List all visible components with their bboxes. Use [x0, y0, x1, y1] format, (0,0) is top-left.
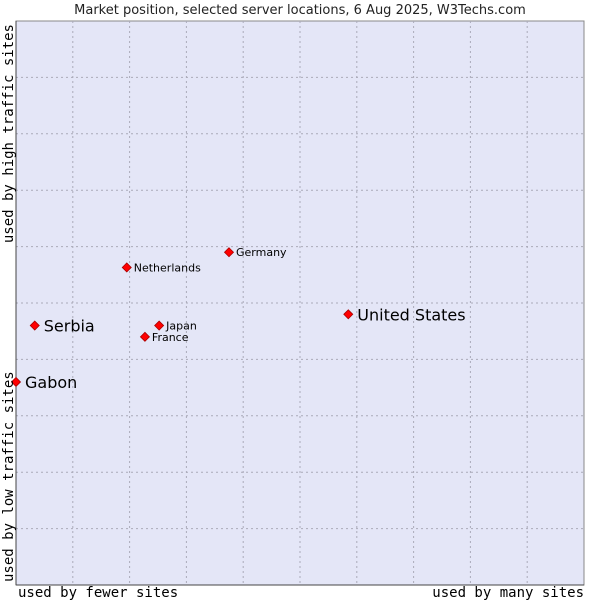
point-label-serbia: Serbia: [44, 317, 95, 336]
point-gabon: Gabon: [10, 373, 77, 392]
point-label-netherlands: Netherlands: [134, 261, 201, 274]
chart-title: Market position, selected server locatio…: [74, 3, 526, 18]
point-marker-japan: [154, 320, 165, 331]
point-label-france: France: [152, 331, 189, 344]
y-axis-label-low: used by low traffic sites: [1, 371, 17, 582]
point-netherlands: Netherlands: [121, 261, 201, 274]
grid-lines: [16, 21, 584, 585]
point-marker-france: [139, 331, 151, 342]
x-axis-label-low: used by fewer sites: [18, 585, 178, 600]
point-germany: Germany: [223, 246, 287, 259]
point-united-states: United States: [343, 305, 466, 324]
point-marker-united-states: [343, 309, 354, 320]
point-marker-serbia: [29, 320, 40, 331]
x-axis-label-high: used by many sites: [432, 585, 584, 600]
point-label-gabon: Gabon: [25, 373, 77, 392]
point-serbia: Serbia: [29, 317, 95, 336]
point-label-united-states: United States: [357, 305, 465, 324]
point-marker-gabon: [10, 376, 22, 388]
y-axis-label-high: used by high traffic sites: [1, 24, 17, 243]
point-japan: Japan: [154, 320, 197, 333]
point-marker-germany: [223, 247, 235, 258]
point-label-germany: Germany: [236, 246, 287, 259]
point-label-japan: Japan: [165, 320, 197, 333]
point-france: France: [139, 331, 189, 344]
point-marker-netherlands: [121, 262, 132, 273]
data-points: United States Germany Netherlands Serbia Jap…: [10, 246, 466, 392]
